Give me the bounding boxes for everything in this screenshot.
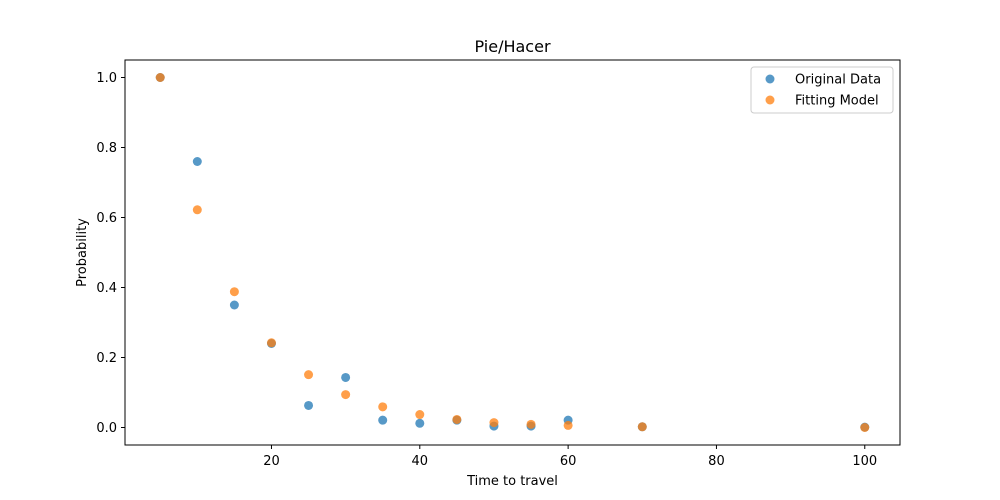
data-point-fitting-model: [452, 414, 462, 424]
data-point-original-data: [378, 415, 388, 425]
data-point-fitting-model: [489, 418, 499, 428]
data-point-fitting-model: [378, 402, 388, 412]
legend-box: [750, 66, 894, 114]
y-tick-label: 0.0: [96, 421, 117, 436]
data-point-fitting-model: [192, 205, 202, 215]
x-axis-label: Time to travel: [466, 474, 558, 489]
y-tick-label: 0.6: [96, 211, 117, 226]
plot-area: [124, 59, 901, 446]
data-point-original-data: [192, 157, 202, 166]
data-point-fitting-model: [229, 287, 239, 297]
legend-marker-original-data: [765, 74, 775, 84]
y-tick-label: 0.2: [96, 351, 117, 366]
x-tick-label: 40: [412, 454, 429, 469]
data-point-fitting-model: [563, 420, 573, 430]
data-point-fitting-model: [415, 410, 425, 420]
data-point-fitting-model: [266, 338, 276, 348]
y-axis: 0.0 0.2 0.4 0.6 0.8 1.0: [96, 71, 125, 436]
y-axis-label: Probability: [75, 218, 90, 287]
y-tick-label: 0.4: [96, 281, 117, 296]
data-point-fitting-model: [637, 422, 647, 432]
y-tick-label: 1.0: [96, 71, 117, 86]
x-tick-label: 20: [263, 454, 280, 469]
chart-title: Pie/Hacer: [474, 37, 550, 56]
data-point-original-data: [415, 418, 425, 428]
data-point-fitting-model: [860, 423, 870, 432]
x-tick-label: 60: [560, 454, 577, 469]
legend-label-fitting-model: Fitting Model: [795, 94, 879, 109]
y-tick-label: 0.8: [96, 141, 117, 156]
data-point-fitting-model: [341, 390, 351, 400]
data-point-fitting-model: [304, 370, 314, 380]
legend-marker-fitting-model: [765, 95, 775, 105]
legend-label-original-data: Original Data: [795, 73, 881, 88]
legend: Original Data Fitting Model: [750, 66, 894, 114]
data-point-original-data: [341, 372, 351, 382]
x-tick-label: 80: [708, 454, 725, 469]
data-point-original-data: [229, 300, 239, 310]
data-point-original-data: [304, 400, 314, 410]
x-axis: 20 40 60 80 100: [263, 445, 877, 469]
x-tick-label: 100: [852, 454, 877, 469]
data-points: [155, 73, 870, 432]
data-point-fitting-model: [155, 73, 165, 82]
data-point-fitting-model: [526, 419, 536, 429]
